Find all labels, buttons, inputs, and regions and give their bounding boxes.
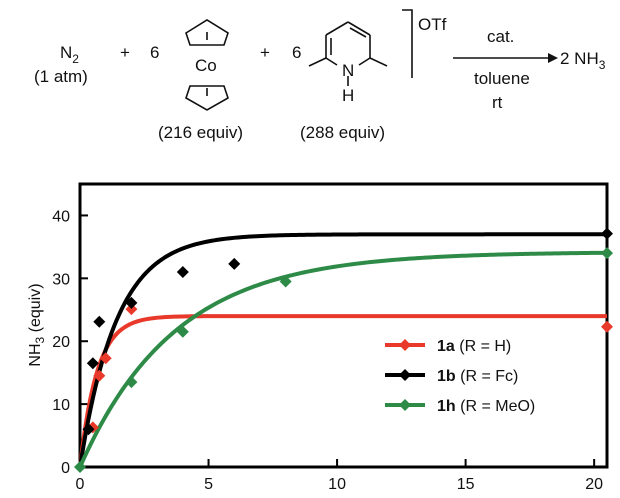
- x-tick-label: 0: [76, 476, 85, 493]
- x-tick-label: 5: [204, 476, 213, 493]
- legend-marker-1b: [399, 369, 411, 381]
- lutidinium-structure: [308, 9, 413, 86]
- catalyst-label: cat.: [487, 27, 514, 46]
- x-tick-label: 15: [457, 476, 475, 493]
- y-tick-label: 20: [52, 334, 70, 351]
- data-point-1h: [125, 376, 138, 389]
- cobaltocene-equiv: (216 equiv): [158, 123, 243, 142]
- lutidinium-equiv: (288 equiv): [300, 123, 385, 142]
- legend-label-1a: 1a (R = H): [437, 338, 511, 355]
- x-tick-label: 20: [585, 476, 603, 493]
- fit-curves: [78, 232, 608, 468]
- data-point-1b: [176, 266, 189, 279]
- product-nh3: 2 NH3: [560, 49, 606, 72]
- data-point-1a: [93, 369, 106, 382]
- legend-marker-1h: [399, 399, 411, 411]
- reactant-n2-pressure: (1 atm): [34, 67, 88, 86]
- data-point-1a: [125, 303, 138, 316]
- data-point-1b: [228, 257, 241, 270]
- fit-curve-1h: [78, 250, 608, 468]
- solvent-label: toluene: [474, 69, 530, 88]
- pyridinium-n-label: N: [342, 61, 354, 80]
- y-tick-label: 40: [52, 208, 70, 225]
- data-point-1b: [125, 296, 138, 309]
- y-tick-label: 0: [61, 460, 70, 477]
- data-point-1h: [176, 325, 189, 338]
- data-point-1b: [93, 315, 106, 328]
- data-point-1b: [82, 423, 95, 436]
- pyridinium-h-label: H: [342, 86, 354, 105]
- plus-sign-1: +: [120, 43, 130, 62]
- data-point-1b: [86, 357, 99, 370]
- legend-label-1b: 1b (R = Fc): [437, 368, 518, 385]
- coefficient-lutidinium: 6: [292, 43, 301, 62]
- temperature-label: rt: [492, 93, 503, 112]
- fit-curve-1a: [78, 314, 607, 468]
- data-point-1a: [601, 320, 613, 333]
- y-axis: 0 10 20 30 40: [52, 208, 88, 477]
- legend-label-1h: 1h (R = MeO): [437, 398, 535, 415]
- y-tick-label: 10: [52, 397, 70, 414]
- legend: 1a (R = H) 1b (R = Fc) 1h (R = MeO): [385, 338, 535, 415]
- ammonia-yield-chart: 0 10 20 30 40 0 5 10 15 20 NH3 (equiv) 1a (R = H…: [27, 182, 613, 493]
- triflate-label: OTf: [418, 15, 447, 34]
- data-points: [74, 227, 613, 473]
- legend-marker-1a: [399, 339, 411, 351]
- data-point-1b: [601, 227, 613, 240]
- cobaltocene-structure: [185, 19, 229, 111]
- plot-frame: [78, 182, 609, 469]
- data-point-1h: [279, 275, 292, 288]
- x-tick-label: 10: [328, 476, 346, 493]
- coefficient-cobaltocene: 6: [150, 43, 159, 62]
- reactant-n2: N2: [60, 43, 79, 66]
- data-point-1h: [601, 247, 613, 260]
- y-tick-label: 30: [52, 271, 70, 288]
- data-point-1h: [74, 461, 86, 473]
- fit-curve-1b: [78, 232, 607, 468]
- reaction-scheme: N2 (1 atm) + 6 Co (216 equiv) + 6: [34, 9, 606, 142]
- reaction-arrow: [453, 53, 558, 63]
- plus-sign-2: +: [260, 43, 270, 62]
- data-point-1a: [99, 352, 112, 365]
- cobalt-label: Co: [195, 56, 217, 75]
- y-axis-title: NH3 (equiv): [27, 283, 47, 366]
- x-axis: 0 5 10 15 20: [76, 459, 603, 493]
